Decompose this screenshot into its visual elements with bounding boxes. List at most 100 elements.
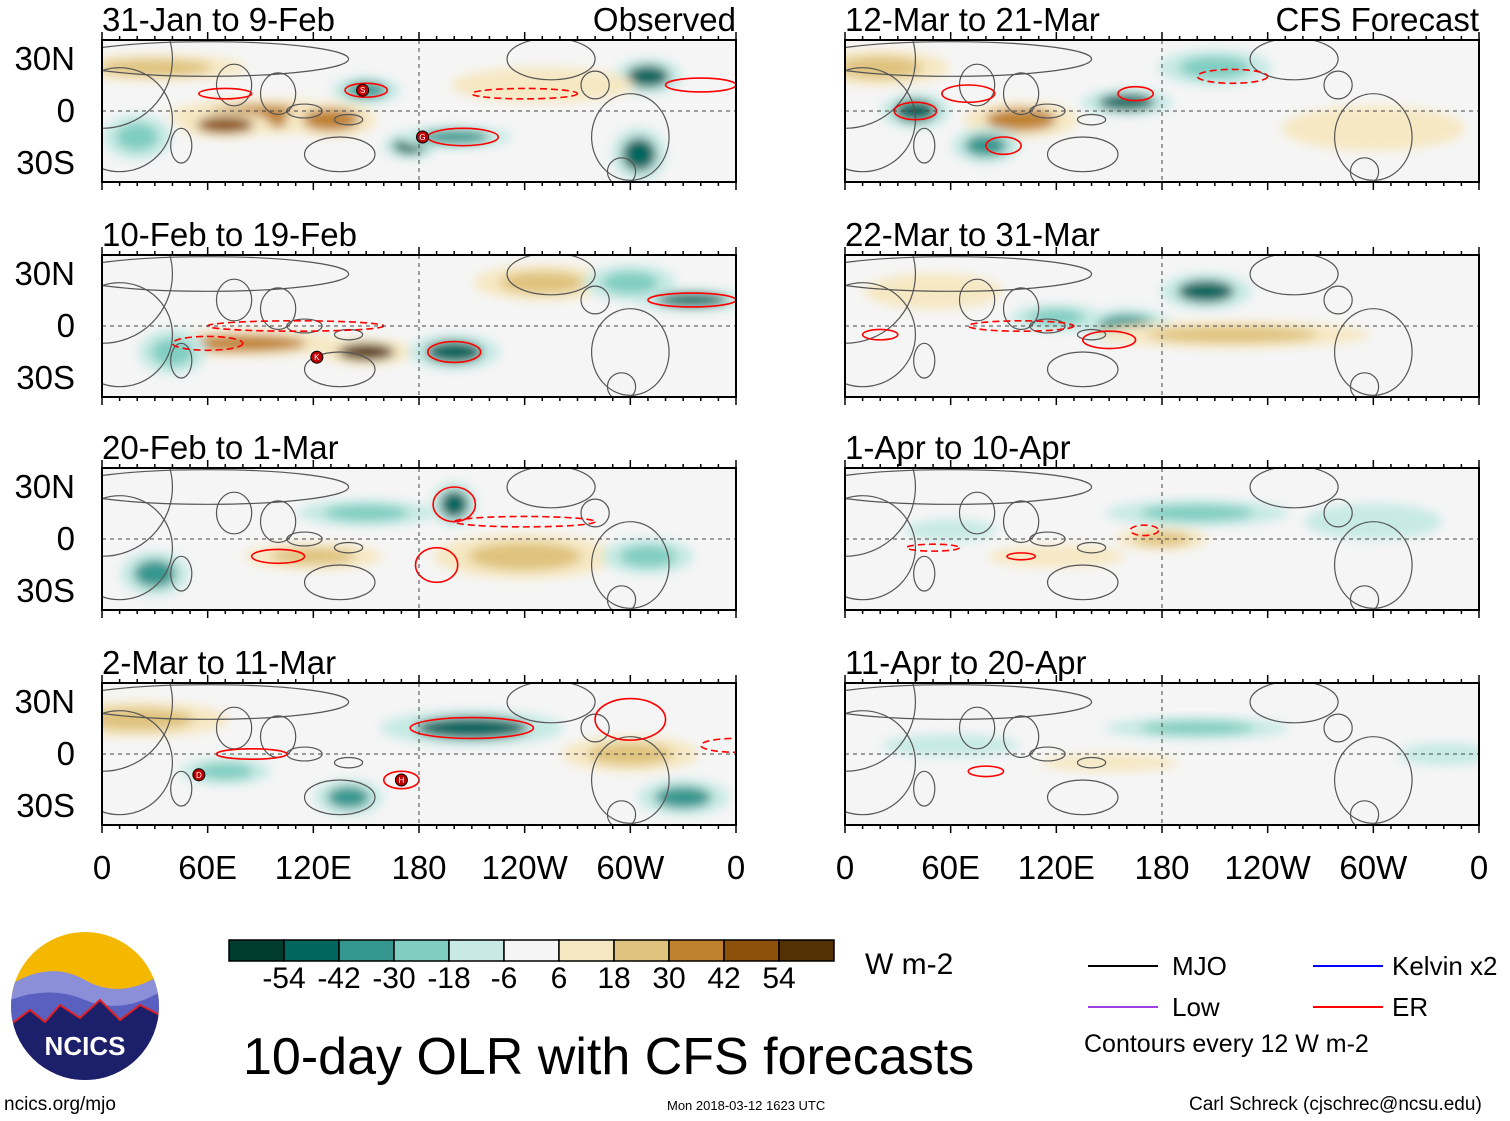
olr-anomaly — [894, 99, 937, 123]
olr-anomaly — [116, 123, 159, 151]
er-contour — [250, 548, 306, 565]
map-panel — [844, 460, 1480, 618]
colorbar-tick-label: -42 — [317, 962, 361, 995]
coastline — [1323, 70, 1353, 100]
lon-label: 60W — [1339, 849, 1408, 886]
coastline — [590, 521, 670, 609]
coastline — [1349, 800, 1380, 825]
lat-label: 0 — [56, 735, 75, 772]
olr-anomaly — [1098, 94, 1155, 111]
coastline — [1002, 500, 1040, 544]
coastline — [102, 469, 350, 505]
er-contour — [1129, 524, 1160, 537]
er-contour — [967, 319, 1075, 332]
coastline — [845, 256, 1093, 292]
timestamp: Mon 2018-03-12 1623 UTC — [667, 1098, 826, 1113]
olr-anomaly — [426, 340, 483, 364]
er-contour — [198, 87, 253, 100]
map-panel: DH — [101, 675, 737, 833]
coastline — [590, 93, 670, 181]
lon-label: 180 — [391, 849, 447, 886]
lat-label: 30S — [16, 572, 75, 609]
er-contour — [967, 765, 1005, 778]
olr-anomaly — [985, 108, 1057, 131]
lat-label: 0 — [56, 92, 75, 129]
olr-anomaly — [626, 65, 670, 88]
coastline — [215, 491, 253, 535]
panel-tag: Observed — [592, 1, 736, 38]
coastline — [913, 770, 936, 807]
contour-note: Contours every 12 W m-2 — [1084, 1030, 1369, 1058]
er-contour — [432, 486, 477, 523]
coastline — [1076, 113, 1107, 126]
er-contour — [471, 87, 579, 100]
er-contour — [985, 136, 1022, 156]
storm-marker — [416, 130, 430, 144]
colorbar-tick-label: -54 — [262, 962, 306, 995]
lat-label: 30S — [16, 144, 75, 181]
er-contour — [1006, 552, 1036, 561]
coastline — [1349, 372, 1380, 397]
storm-marker — [192, 768, 206, 782]
storm-marker — [356, 83, 370, 97]
olr-anomaly — [922, 523, 979, 538]
olr-anomaly — [1014, 549, 1099, 564]
olr-anomaly — [485, 73, 599, 97]
lat-label: 0 — [56, 307, 75, 344]
coastline — [102, 282, 174, 388]
coastline — [102, 495, 174, 601]
lat-label: 30S — [16, 359, 75, 396]
coastline — [1333, 736, 1413, 824]
storm-label: K — [314, 353, 320, 362]
lat-label: 30N — [14, 40, 75, 77]
coastline — [1046, 351, 1119, 388]
coastline — [1249, 255, 1339, 296]
coastline — [606, 585, 637, 610]
coastline — [845, 40, 917, 129]
panel-title: 20-Feb to 1-Mar — [102, 429, 339, 466]
olr-anomaly — [102, 708, 194, 731]
coastline — [303, 779, 376, 816]
coastline — [958, 706, 996, 750]
coastline — [259, 287, 297, 331]
coastline — [958, 278, 996, 322]
coastline — [1076, 756, 1107, 769]
er-contour — [453, 515, 596, 528]
coastline — [1046, 564, 1119, 601]
coastline — [1002, 287, 1040, 331]
map-panel — [844, 32, 1480, 190]
olr-anomaly — [468, 542, 582, 571]
colorbar-tick-label: -6 — [490, 962, 518, 995]
olr-anomaly — [1147, 326, 1317, 343]
coastline — [913, 555, 936, 592]
olr-anomaly — [656, 293, 728, 307]
coastline — [1249, 40, 1339, 81]
figure-title: 10-day OLR with CFS forecasts — [243, 1028, 975, 1086]
lon-label: 120W — [1224, 849, 1311, 886]
er-contour — [1081, 330, 1137, 350]
olr-anomaly — [1415, 747, 1472, 761]
coastline — [303, 136, 376, 173]
coastline — [845, 469, 1093, 505]
colorbar-swatch — [778, 939, 835, 962]
coastline — [1076, 541, 1107, 554]
er-contour — [344, 82, 389, 98]
er-contour — [647, 292, 736, 308]
colorbar-tick-label: 6 — [550, 962, 568, 995]
panel-tag: CFS Forecast — [1275, 1, 1479, 38]
olr-anomaly — [1140, 721, 1254, 735]
coastline — [102, 40, 174, 129]
coastline — [170, 127, 193, 164]
legend-mjo: MJO — [1172, 951, 1227, 981]
coastline — [506, 255, 596, 296]
olr-anomaly — [102, 59, 212, 76]
panel-title: 31-Jan to 9-Feb — [102, 1, 335, 38]
coastline — [913, 342, 936, 379]
er-contour — [171, 335, 244, 352]
coastline — [259, 72, 297, 116]
coastline — [215, 278, 253, 322]
coastline — [1333, 521, 1413, 609]
colorbar-tick-label: -18 — [427, 962, 471, 995]
coastline — [170, 555, 193, 592]
